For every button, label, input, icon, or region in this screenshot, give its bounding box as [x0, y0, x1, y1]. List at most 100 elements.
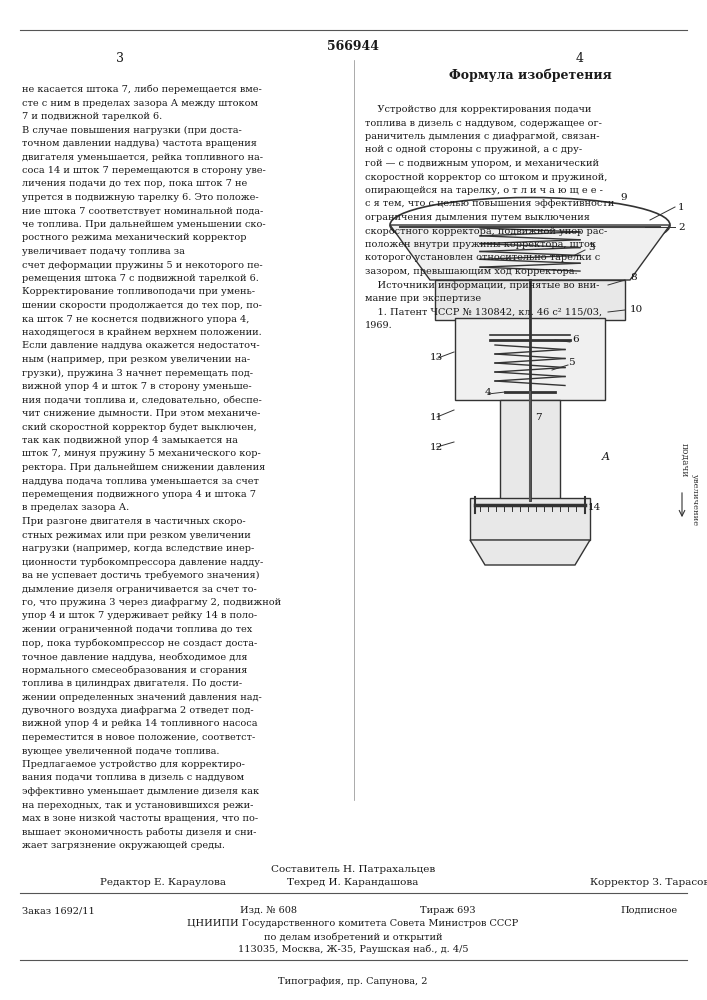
Text: ЦНИИПИ Государственного комитета Совета Министров СССР: ЦНИИПИ Государственного комитета Совета … [187, 919, 519, 928]
Text: дымление дизеля ограничивается за счет то-: дымление дизеля ограничивается за счет т… [22, 584, 257, 593]
Text: гой — с подвижным упором, и механический: гой — с подвижным упором, и механический [365, 159, 599, 168]
Text: нормального смесеобразования и сгорания: нормального смесеобразования и сгорания [22, 666, 247, 675]
Text: Источники информации, принятые во вни-: Источники информации, принятые во вни- [365, 280, 600, 290]
Text: Формула изобретения: Формула изобретения [449, 68, 612, 82]
Text: 7 и подвижной тарелкой 6.: 7 и подвижной тарелкой 6. [22, 112, 162, 121]
Text: скоростного корректора, подвижной упор рас-: скоростного корректора, подвижной упор р… [365, 227, 607, 235]
Text: ский скоростной корректор будет выключен,: ский скоростной корректор будет выключен… [22, 422, 257, 432]
Text: При разгоне двигателя в частичных скоро-: При разгоне двигателя в частичных скоро- [22, 517, 245, 526]
Text: шении скорости продолжается до тех пор, по-: шении скорости продолжается до тех пор, … [22, 301, 262, 310]
Text: раничитель дымления с диафрагмой, связан-: раничитель дымления с диафрагмой, связан… [365, 132, 600, 141]
Text: перемещения подвижного упора 4 и штока 7: перемещения подвижного упора 4 и штока 7 [22, 490, 256, 499]
Text: вижной упор 4 и рейка 14 топливного насоса: вижной упор 4 и рейка 14 топливного насо… [22, 720, 257, 728]
Text: Корректирование топливоподачи при умень-: Корректирование топливоподачи при умень- [22, 288, 255, 296]
Text: вышает экономичность работы дизеля и сни-: вышает экономичность работы дизеля и сни… [22, 828, 257, 837]
Text: Составитель Н. Патрахальцев: Составитель Н. Патрахальцев [271, 865, 435, 874]
Text: Корректор З. Тарасова: Корректор З. Тарасова [590, 878, 707, 887]
Text: 10: 10 [630, 305, 643, 314]
Text: шток 7, минуя пружину 5 механического кор-: шток 7, минуя пружину 5 механического ко… [22, 450, 261, 458]
Text: точном давлении наддува) частота вращения: точном давлении наддува) частота вращени… [22, 139, 257, 148]
Text: положен внутри пружины корректора, шток: положен внутри пружины корректора, шток [365, 240, 596, 249]
Text: наддува подача топлива уменьшается за счет: наддува подача топлива уменьшается за сч… [22, 477, 259, 486]
Text: топлива в цилиндрах двигателя. По дости-: топлива в цилиндрах двигателя. По дости- [22, 679, 242, 688]
Text: зазором, превышающим ход корректора.: зазором, превышающим ход корректора. [365, 267, 578, 276]
Text: жении ограниченной подачи топлива до тех: жении ограниченной подачи топлива до тех [22, 625, 252, 634]
Text: пор, пока турбокомпрессор не создаст доста-: пор, пока турбокомпрессор не создаст дос… [22, 639, 257, 648]
Text: Редактор Е. Караулова: Редактор Е. Караулова [100, 878, 226, 887]
Text: личения подачи до тех пор, пока шток 7 не: личения подачи до тех пор, пока шток 7 н… [22, 180, 247, 188]
Text: 566944: 566944 [327, 40, 379, 53]
Text: с я тем, что с целью повышения эффективности: с я тем, что с целью повышения эффективн… [365, 200, 614, 209]
Text: топлива в дизель с наддувом, содержащее ог-: топлива в дизель с наддувом, содержащее … [365, 118, 602, 127]
Text: мах в зоне низкой частоты вращения, что по-: мах в зоне низкой частоты вращения, что … [22, 814, 258, 823]
Text: ка шток 7 не коснется подвижного упора 4,: ка шток 7 не коснется подвижного упора 4… [22, 314, 250, 324]
Text: 1. Патент ЧССР № 130842, кл. 46 с² 115/03,: 1. Патент ЧССР № 130842, кл. 46 с² 115/0… [365, 308, 602, 316]
Text: увеличение: увеличение [691, 474, 699, 526]
Text: увеличивает подачу топлива за: увеличивает подачу топлива за [22, 247, 185, 256]
Text: находящегося в крайнем верхнем положении.: находящегося в крайнем верхнем положении… [22, 328, 262, 337]
Text: че топлива. При дальнейшем уменьшении ско-: че топлива. При дальнейшем уменьшении ск… [22, 220, 266, 229]
Text: на переходных, так и установившихся режи-: на переходных, так и установившихся режи… [22, 800, 253, 810]
Text: точное давление наддува, необходимое для: точное давление наддува, необходимое для [22, 652, 247, 662]
Text: стных режимах или при резком увеличении: стных режимах или при резком увеличении [22, 530, 251, 540]
Text: скоростной корректор со штоком и пружиной,: скоростной корректор со штоком и пружино… [365, 172, 607, 182]
Text: В случае повышения нагрузки (при доста-: В случае повышения нагрузки (при доста- [22, 125, 242, 135]
Text: 2: 2 [678, 223, 684, 232]
Text: Тираж 693: Тираж 693 [420, 906, 476, 915]
Text: 5: 5 [568, 358, 575, 367]
Text: чит снижение дымности. При этом механиче-: чит снижение дымности. При этом механиче… [22, 409, 260, 418]
Text: грузки), пружина 3 начнет перемещать под-: грузки), пружина 3 начнет перемещать под… [22, 368, 253, 378]
Text: 9: 9 [620, 193, 626, 202]
Bar [455, 318, 605, 400]
Text: A: A [602, 452, 610, 462]
Polygon shape [390, 225, 670, 280]
Text: Техред И. Карандашова: Техред И. Карандашова [287, 878, 419, 887]
Text: соса 14 и шток 7 перемещаются в сторону уве-: соса 14 и шток 7 перемещаются в сторону … [22, 166, 266, 175]
Text: Если давление наддува окажется недостаточ-: Если давление наддува окажется недостато… [22, 342, 259, 351]
Text: 1969.: 1969. [365, 321, 393, 330]
Text: Изд. № 608: Изд. № 608 [240, 906, 297, 915]
Text: упор 4 и шток 7 удерживает рейку 14 в поло-: упор 4 и шток 7 удерживает рейку 14 в по… [22, 611, 257, 620]
Bar [470, 498, 590, 540]
Text: 3: 3 [588, 243, 595, 252]
Text: жении определенных значений давления над-: жении определенных значений давления над… [22, 692, 262, 702]
Text: 11: 11 [430, 413, 443, 422]
Text: 14: 14 [588, 503, 601, 512]
Text: ограничения дымления путем выключения: ограничения дымления путем выключения [365, 213, 590, 222]
Text: не касается штока 7, либо перемещается вме-: не касается штока 7, либо перемещается в… [22, 85, 262, 95]
Text: жает загрязнение окружающей среды.: жает загрязнение окружающей среды. [22, 841, 225, 850]
Text: 1: 1 [678, 203, 684, 212]
Text: вания подачи топлива в дизель с наддувом: вания подачи топлива в дизель с наддувом [22, 774, 244, 782]
Text: ние штока 7 соответствует номинальной пода-: ние штока 7 соответствует номинальной по… [22, 207, 263, 216]
Text: эффективно уменьшает дымление дизеля как: эффективно уменьшает дымление дизеля как [22, 787, 259, 796]
Text: ционности турбокомпрессора давление надду-: ционности турбокомпрессора давление надд… [22, 558, 263, 567]
Bar [500, 400, 560, 500]
Text: Предлагаемое устройство для корректиро-: Предлагаемое устройство для корректиро- [22, 760, 245, 769]
Text: упрется в подвижную тарелку 6. Это положе-: упрется в подвижную тарелку 6. Это полож… [22, 193, 259, 202]
Text: двигателя уменьшается, рейка топливного на-: двигателя уменьшается, рейка топливного … [22, 152, 263, 161]
Text: 4: 4 [485, 388, 491, 397]
Text: переместится в новое положение, соответст-: переместится в новое положение, соответс… [22, 733, 255, 742]
Text: ва не успевает достичь требуемого значения): ва не успевает достичь требуемого значен… [22, 571, 259, 580]
Text: подачи: подачи [681, 443, 689, 477]
Text: 4: 4 [576, 52, 584, 65]
Text: 13: 13 [430, 353, 443, 362]
Text: 7: 7 [535, 413, 542, 422]
Text: 6: 6 [572, 335, 578, 344]
Text: дувочного воздуха диафрагма 2 отведет под-: дувочного воздуха диафрагма 2 отведет по… [22, 706, 254, 715]
Text: ректора. При дальнейшем снижении давления: ректора. При дальнейшем снижении давлени… [22, 463, 265, 472]
Text: ремещения штока 7 с подвижной тарелкой 6.: ремещения штока 7 с подвижной тарелкой 6… [22, 274, 259, 283]
Text: Подписное: Подписное [620, 906, 677, 915]
Text: нагрузки (например, когда вследствие инер-: нагрузки (например, когда вследствие ине… [22, 544, 255, 553]
Text: ния подачи топлива и, следовательно, обеспе-: ния подачи топлива и, следовательно, обе… [22, 395, 262, 404]
Text: го, что пружина 3 через диафрагму 2, подвижной: го, что пружина 3 через диафрагму 2, под… [22, 598, 281, 607]
Text: 8: 8 [630, 273, 636, 282]
Text: Типография, пр. Сапунова, 2: Типография, пр. Сапунова, 2 [279, 978, 428, 986]
Text: ным (например, при резком увеличении на-: ным (например, при резком увеличении на- [22, 355, 250, 364]
Text: по делам изобретений и открытий: по делам изобретений и открытий [264, 932, 443, 942]
Text: 113035, Москва, Ж-35, Раушская наб., д. 4/5: 113035, Москва, Ж-35, Раушская наб., д. … [238, 945, 468, 954]
Text: ной с одной стороны с пружиной, а с дру-: ной с одной стороны с пружиной, а с дру- [365, 145, 582, 154]
Text: 12: 12 [430, 443, 443, 452]
Text: в пределах зазора А.: в пределах зазора А. [22, 504, 129, 512]
Text: 3: 3 [116, 52, 124, 65]
